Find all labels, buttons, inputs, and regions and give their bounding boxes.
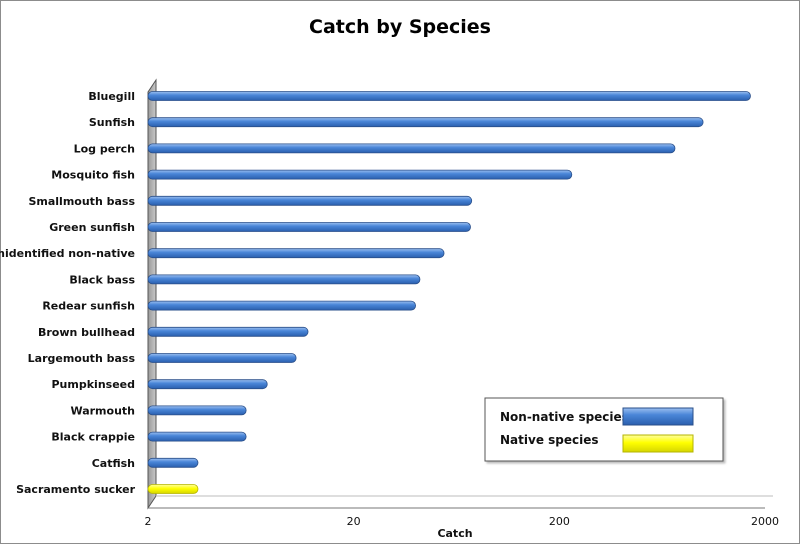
bar-warmouth [147,405,247,416]
x-tick-label: 200 [549,515,570,528]
category-label: Smallmouth bass [28,195,135,208]
category-label: Catfish [92,457,135,470]
category-label: Sunfish [89,116,135,129]
bar-black-crappie [147,431,247,442]
category-label: Black bass [69,273,135,286]
legend-label-non-native: Non-native species [500,410,629,424]
category-label: Black crappie [51,431,135,444]
x-tick-label: 20 [347,515,361,528]
bars-layer [147,91,751,494]
category-label: Log perch [74,142,135,155]
x-tick-label: 2 [145,515,152,528]
chart-title: Catch by Species [309,16,491,38]
x-tick-label: 2000 [751,515,779,528]
legend: Non-native species Native species [484,397,724,462]
category-label: Brown bullhead [38,326,135,339]
bar-sacramento-sucker [147,484,199,494]
category-label: Largemouth bass [28,352,136,365]
category-label: Unidentified non-native [0,247,135,260]
value-axis-ticks: 2 20 200 2000 [145,515,780,528]
legend-label-native: Native species [500,433,599,447]
bar-log-perch [147,143,676,154]
bar-largemouth-bass [147,353,297,363]
bar-brown-bullhead [147,326,309,337]
bar-unidentified-non-native [147,248,445,259]
x-axis-title: Catch [437,527,472,540]
bar-green-sunfish [147,222,471,232]
legend-swatch-non-native [622,407,694,426]
category-label: Warmouth [70,404,135,417]
bar-mosquito-fish [147,169,573,180]
category-label: Green sunfish [49,221,135,234]
bar-pumpkinseed [147,379,268,390]
category-label: Mosquito fish [51,169,135,182]
bar-sunfish [147,117,704,128]
category-label: Pumpkinseed [52,378,136,391]
bar-black-bass [147,274,421,285]
bar-smallmouth-bass [147,195,473,206]
legend-swatch-native [622,434,694,453]
category-label: Bluegill [88,90,135,103]
bar-redear-sunfish [147,300,416,311]
bar-bluegill [147,91,751,101]
category-label: Redear sunfish [42,300,135,313]
bar-catfish [147,457,199,468]
category-label: Sacramento sucker [16,483,135,496]
category-labels: Bluegill Sunfish Log perch Mosquito fish Sma… [0,90,136,496]
